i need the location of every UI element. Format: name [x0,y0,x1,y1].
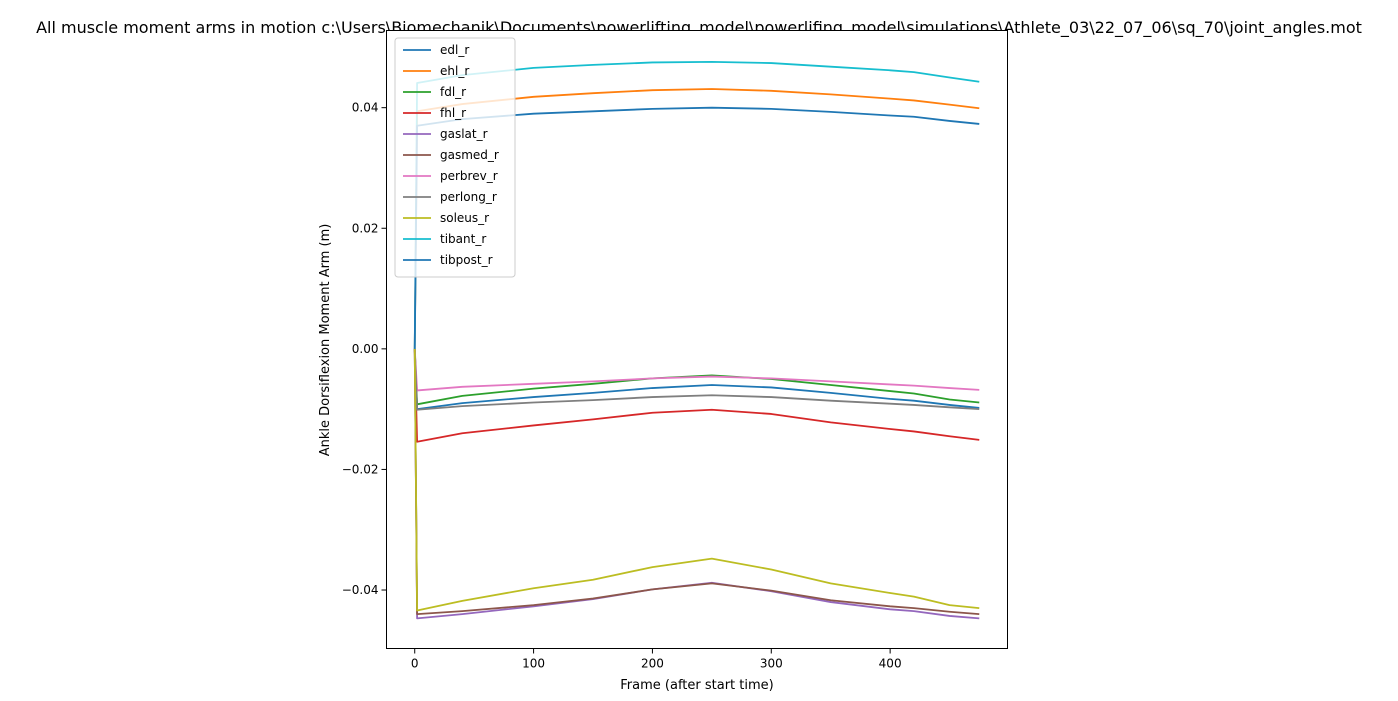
series-line-soleus_r [413,348,980,612]
x-tick-label: 300 [760,657,783,671]
x-tick-label: 100 [522,657,545,671]
series-line-gasmed_r [413,348,980,616]
legend-label-perlong_r: perlong_r [440,190,497,204]
x-axis-label: Frame (after start time) [620,678,773,693]
chart-title: All muscle moment arms in motion c:\User… [36,18,1362,38]
plot-border [386,30,1008,649]
legend-label-perbrev_r: perbrev_r [440,169,498,183]
x-tick-label: 0 [411,657,419,671]
y-tick-label: −0.04 [342,583,379,597]
legend-label-ehl_r: ehl_r [440,64,469,78]
axes-layer: 0 100 200 300 400 −0.04 −0.02 0.00 0.02 0.04 [342,101,902,671]
y-tick-label: 0.02 [352,221,379,235]
series-line-fdl_r [413,348,980,406]
legend-label-fhl_r: fhl_r [440,106,466,120]
series-line-perbrev_r [413,348,980,392]
x-tick-label: 400 [879,657,902,671]
legend-label-gaslat_r: gaslat_r [440,127,488,141]
series-line-fhl_r [413,348,980,443]
legend-label-fdl_r: fdl_r [440,85,466,99]
y-axis-label: Ankle Dorsiflexion Moment Arm (m) [318,224,333,457]
legend-label-tibant_r: tibant_r [440,232,486,246]
series-line-perlong_r [413,348,980,411]
legend-label-edl_r: edl_r [440,43,469,57]
y-tick-label: 0.00 [352,342,379,356]
legend-label-soleus_r: soleus_r [440,211,489,225]
series-line-edl_r [413,348,980,411]
y-tick-label: −0.02 [342,462,379,476]
legend: edl_r ehl_r fdl_r fhl_r gaslat_r gasmed_rperb… [394,37,516,278]
x-tick-label: 200 [641,657,664,671]
legend-label-gasmed_r: gasmed_r [440,148,499,162]
legend-label-tibpost_r: tibpost_r [440,253,493,267]
y-tick-label: 0.04 [352,101,379,115]
